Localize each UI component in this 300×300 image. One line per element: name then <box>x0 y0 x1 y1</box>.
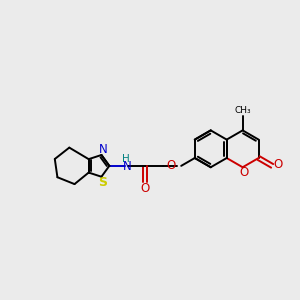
Text: N: N <box>123 160 131 173</box>
Text: O: O <box>141 182 150 194</box>
Text: CH₃: CH₃ <box>234 106 251 115</box>
Text: S: S <box>98 176 107 189</box>
Text: H: H <box>122 154 129 164</box>
Text: N: N <box>98 143 107 156</box>
Text: O: O <box>273 158 282 171</box>
Text: O: O <box>167 159 176 172</box>
Text: O: O <box>239 166 249 179</box>
